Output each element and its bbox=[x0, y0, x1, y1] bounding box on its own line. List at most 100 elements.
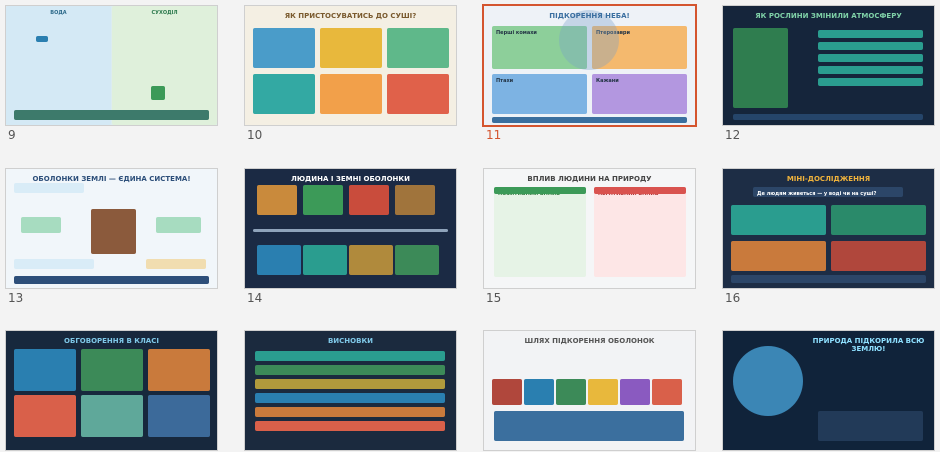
shape bbox=[733, 28, 788, 108]
slide-title: ЯК ПРИСТОСУВАТИСЬ ДО СУШІ? bbox=[284, 12, 417, 20]
slide-label: ВОДА bbox=[50, 10, 67, 16]
shape bbox=[831, 241, 926, 271]
shape bbox=[524, 379, 554, 405]
shape bbox=[395, 185, 435, 215]
shape bbox=[148, 349, 210, 391]
shape bbox=[6, 6, 111, 125]
shape bbox=[303, 185, 343, 215]
shape bbox=[255, 393, 445, 403]
shape bbox=[255, 379, 445, 389]
slide-title: ОБГОВОРЕННЯ В КЛАСІ bbox=[64, 337, 159, 345]
shape bbox=[255, 365, 445, 375]
slide-number: 15 bbox=[486, 291, 502, 305]
slide-title: ШЛЯХ ПІДКОРЕННЯ ОБОЛОНОК bbox=[524, 337, 655, 345]
shape bbox=[494, 187, 586, 194]
shape bbox=[156, 217, 201, 233]
shape bbox=[14, 395, 76, 437]
slide-number: 14 bbox=[247, 291, 263, 305]
slide-thumbnail[interactable]: ОБОЛОНКИ ЗЕМЛІ — ЄДИНА СИСТЕМА! bbox=[6, 169, 217, 288]
slide-title: ЯК РОСЛИНИ ЗМІНИЛИ АТМОСФЕРУ bbox=[755, 12, 902, 20]
shape bbox=[395, 245, 439, 275]
slide-label: Птахи bbox=[496, 78, 514, 84]
shape bbox=[492, 74, 587, 114]
shape bbox=[257, 245, 301, 275]
shape bbox=[731, 275, 926, 283]
slide-label: Перші комахи bbox=[496, 30, 537, 36]
shape bbox=[14, 276, 209, 284]
slide-label: ПОЗИТИВНИЙ ВПЛИВ bbox=[498, 191, 561, 197]
slide-thumbnail[interactable]: Де людям живеться — у воді чи на суші? МІ… bbox=[723, 169, 934, 288]
shape bbox=[831, 205, 926, 235]
shape bbox=[494, 411, 684, 441]
shape bbox=[148, 395, 210, 437]
shape bbox=[818, 30, 923, 38]
shape bbox=[146, 259, 206, 269]
shape bbox=[818, 66, 923, 74]
shape bbox=[253, 74, 315, 114]
slide-number: 10 bbox=[247, 128, 263, 142]
shape bbox=[733, 346, 803, 416]
slide-title: ВПЛИВ ЛЮДИНИ НА ПРИРОДУ bbox=[527, 175, 652, 183]
shape bbox=[494, 187, 586, 277]
shape bbox=[492, 379, 522, 405]
slide-number: 11 bbox=[486, 128, 502, 142]
slide-thumbnail[interactable]: ПОЗИТИВНИЙ ВПЛИВ НЕГАТИВНИЙ ВПЛИВ ВПЛИВ ЛЮ… bbox=[484, 169, 695, 288]
slide-thumbnail[interactable]: ЛЮДИНА І ЗЕМНІ ОБОЛОНКИ bbox=[245, 169, 456, 288]
shape bbox=[592, 74, 687, 114]
shape bbox=[559, 10, 619, 70]
shape bbox=[36, 36, 48, 42]
shape bbox=[14, 183, 84, 193]
shape bbox=[588, 379, 618, 405]
shape bbox=[387, 74, 449, 114]
shape bbox=[14, 349, 76, 391]
slide-thumbnail[interactable]: ПРИРОДА ПІДКОРИЛА ВСЮ ЗЕМЛЮ! bbox=[723, 331, 934, 450]
shape bbox=[91, 209, 136, 254]
slide-thumbnail[interactable]: ЯК ПРИСТОСУВАТИСЬ ДО СУШІ? bbox=[245, 6, 456, 125]
slide-label: Птерозаври bbox=[596, 30, 631, 36]
shape bbox=[151, 86, 165, 100]
slide-label: Де людям живеться — у воді чи на суші? bbox=[757, 191, 877, 197]
slide-thumbnail[interactable]: ВОДА СУХОДІЛ bbox=[6, 6, 217, 125]
shape bbox=[255, 421, 445, 431]
shape bbox=[320, 28, 382, 68]
shape bbox=[255, 351, 445, 361]
shape bbox=[620, 379, 650, 405]
shape bbox=[257, 185, 297, 215]
shape bbox=[731, 205, 826, 235]
shape bbox=[592, 26, 687, 69]
shape bbox=[253, 229, 448, 232]
shape bbox=[112, 6, 217, 125]
slide-title: ЛЮДИНА І ЗЕМНІ ОБОЛОНКИ bbox=[291, 175, 410, 183]
shape bbox=[652, 379, 682, 405]
shape bbox=[253, 28, 315, 68]
shape bbox=[81, 349, 143, 391]
slide-number: 16 bbox=[725, 291, 741, 305]
shape bbox=[818, 42, 923, 50]
shape bbox=[556, 379, 586, 405]
slide-thumbnail[interactable]: ШЛЯХ ПІДКОРЕННЯ ОБОЛОНОК bbox=[484, 331, 695, 450]
shape bbox=[14, 259, 94, 269]
slide-thumbnail[interactable]: Перші комахи Птерозаври Птахи Кажани ПІДКОРЕ… bbox=[484, 6, 695, 125]
slide-label: СУХОДІЛ bbox=[151, 10, 178, 16]
shape bbox=[818, 78, 923, 86]
slide-title: ОБОЛОНКИ ЗЕМЛІ — ЄДИНА СИСТЕМА! bbox=[32, 175, 191, 183]
shape bbox=[81, 395, 143, 437]
slide-label: НЕГАТИВНИЙ ВПЛИВ bbox=[598, 191, 659, 197]
slide-thumbnail[interactable]: ВИСНОВКИ bbox=[245, 331, 456, 450]
slide-number: 9 bbox=[8, 128, 16, 142]
shape bbox=[14, 110, 209, 120]
shape bbox=[255, 407, 445, 417]
shape bbox=[733, 114, 923, 120]
shape bbox=[492, 117, 687, 123]
shape bbox=[303, 245, 347, 275]
shape bbox=[320, 74, 382, 114]
slide-thumbnail[interactable]: ОБГОВОРЕННЯ В КЛАСІ bbox=[6, 331, 217, 450]
shape bbox=[349, 185, 389, 215]
shape bbox=[21, 217, 61, 233]
shape bbox=[594, 187, 686, 194]
shape bbox=[731, 241, 826, 271]
slide-thumbnail[interactable]: ЯК РОСЛИНИ ЗМІНИЛИ АТМОСФЕРУ bbox=[723, 6, 934, 125]
shape bbox=[349, 245, 393, 275]
slide-title: МІНІ-ДОСЛІДЖЕННЯ bbox=[786, 175, 871, 183]
